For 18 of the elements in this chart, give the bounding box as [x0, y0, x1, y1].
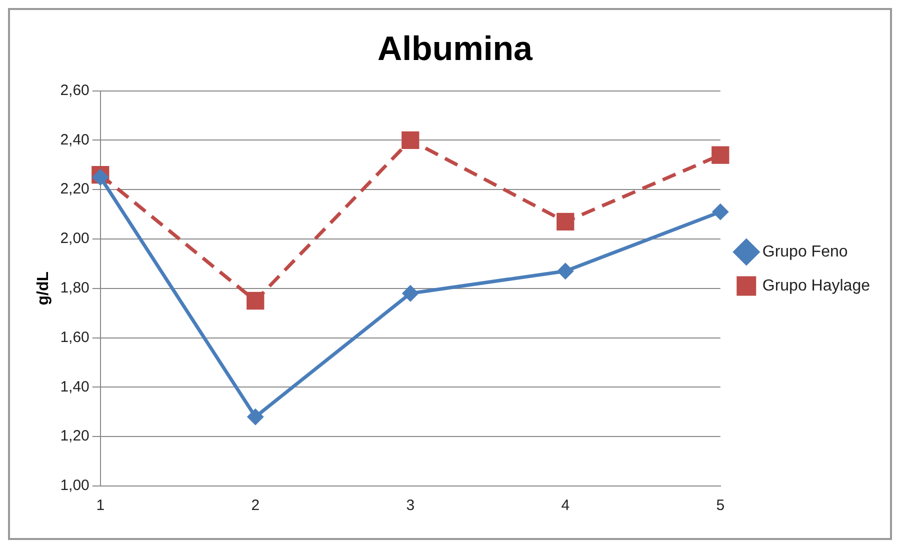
y-tick-label: 1,20 [60, 428, 90, 445]
legend-label: Grupo Feno [762, 243, 848, 260]
chart-title: Albumina [378, 30, 534, 68]
x-tick-label: 4 [561, 497, 570, 514]
x-tick-label: 3 [406, 497, 415, 514]
x-tick-label: 5 [716, 497, 725, 514]
x-tick-label: 2 [251, 497, 260, 514]
y-tick-label: 2,20 [60, 180, 90, 198]
legend-label: Grupo Haylage [762, 277, 870, 294]
y-tick-label: 1,80 [60, 280, 90, 297]
y-tick-label: 1,60 [60, 328, 90, 346]
y-tick-label: 1,40 [60, 378, 90, 396]
x-tick-label: 1 [96, 497, 105, 514]
y-tick-label: 2,00 [60, 230, 90, 248]
y-tick-label: 2,40 [60, 131, 90, 148]
y-tick-label: 1,00 [60, 477, 90, 494]
y-tick-label: 2,60 [60, 82, 90, 99]
y-axis-title: g/dL [35, 271, 52, 306]
